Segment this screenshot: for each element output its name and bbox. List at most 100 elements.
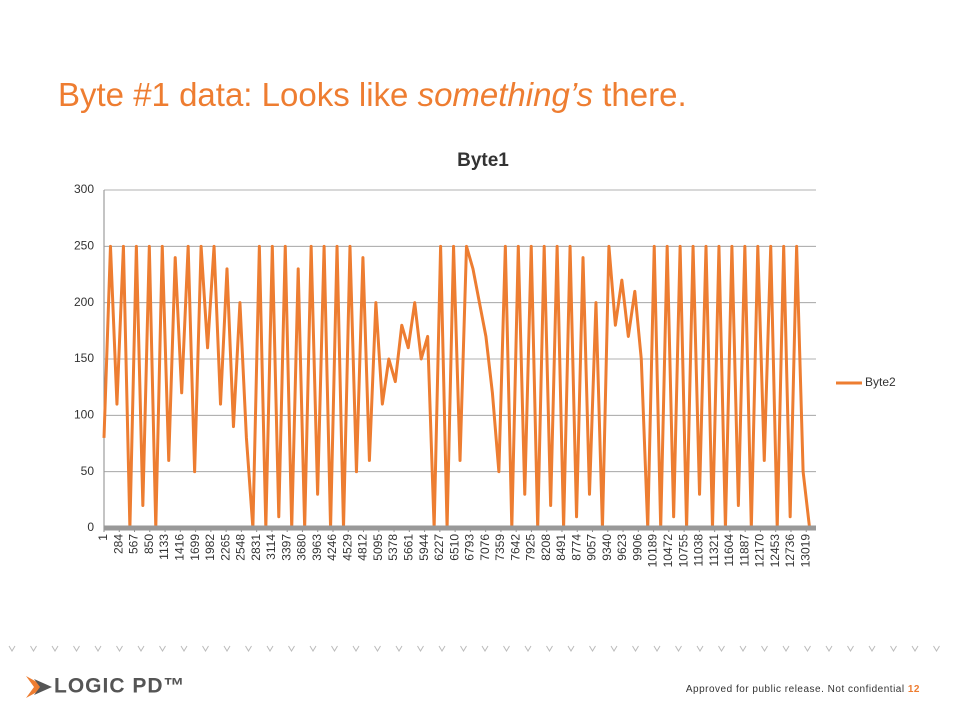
deco-mark	[288, 645, 295, 652]
x-tick-label: 1699	[188, 534, 202, 561]
x-tick-label: 13019	[798, 534, 812, 568]
notice-text: Approved for public release. Not confide…	[685, 684, 905, 695]
x-tick-label: 9623	[615, 534, 629, 561]
deco-mark	[696, 645, 704, 652]
x-tick-label: 3963	[310, 534, 324, 561]
deco-mark	[524, 645, 532, 652]
y-tick-label: 250	[74, 239, 94, 253]
deco-mark	[911, 645, 919, 652]
title-text: Byte #1 data: Looks like	[58, 76, 418, 113]
x-tick-label: 10189	[646, 534, 660, 568]
deco-mark	[610, 645, 618, 652]
chart-title: Byte1	[457, 150, 509, 171]
y-tick-label: 300	[74, 182, 94, 196]
logo-text: LOGIC PD™	[54, 674, 186, 698]
deco-mark	[460, 645, 467, 652]
deco-mark	[675, 645, 682, 652]
deco-mark	[632, 645, 639, 652]
x-tick-label: 1133	[157, 534, 171, 560]
x-tick-label: 10755	[676, 534, 690, 568]
x-tick-label: 284	[111, 534, 125, 554]
deco-mark	[116, 645, 123, 652]
x-tick-label: 5944	[417, 534, 431, 561]
x-tick-label: 7925	[524, 534, 538, 561]
x-tick-label: 11321	[707, 534, 721, 567]
x-tick-label: 3397	[279, 534, 293, 561]
decoration	[8, 645, 940, 652]
x-tick-label: 7642	[508, 534, 522, 561]
x-tick-label: 5378	[386, 534, 400, 561]
deco-mark	[825, 645, 833, 652]
legend-label: Byte2	[865, 375, 896, 389]
deco-mark	[503, 645, 510, 652]
deco-mark	[331, 645, 338, 652]
x-tick-label: 8491	[554, 534, 568, 561]
y-tick-label: 100	[74, 408, 94, 422]
x-tick-label: 12736	[783, 534, 797, 568]
deco-mark	[8, 645, 16, 652]
deco-mark	[804, 645, 811, 652]
deco-mark	[481, 645, 489, 652]
deco-mark	[438, 645, 446, 652]
deco-mark	[374, 645, 381, 652]
deco-mark	[202, 645, 209, 652]
x-tick-label: 7076	[478, 534, 492, 561]
deco-mark	[73, 645, 80, 652]
deco-mark	[51, 645, 59, 652]
x-tick-label: 3114	[264, 534, 278, 560]
deco-mark	[30, 645, 37, 652]
logo-icon	[26, 676, 52, 698]
x-tick-label: 11887	[737, 534, 751, 567]
deco-mark	[546, 645, 553, 652]
x-tick-label: 12170	[753, 534, 767, 568]
x-tick-label: 11604	[722, 534, 736, 567]
x-tick-label: 6793	[463, 534, 477, 561]
title-emphasis: something’s	[417, 76, 594, 113]
x-tick-label: 2265	[218, 534, 232, 561]
deco-mark	[868, 645, 876, 652]
deco-mark	[589, 645, 596, 652]
x-tick-label: 5661	[401, 534, 415, 561]
x-tick-label: 6510	[447, 534, 461, 561]
deco-mark	[309, 645, 317, 652]
x-tick-label: 12453	[768, 534, 782, 568]
x-tick-label: 4529	[340, 534, 354, 561]
x-tick-label: 5095	[371, 534, 385, 561]
deco-mark	[352, 645, 360, 652]
slide-title: Byte #1 data: Looks like something’s the…	[58, 76, 687, 114]
x-tick-label: 1416	[173, 534, 187, 561]
y-tick-label: 200	[74, 295, 94, 309]
x-tick-label: 2831	[249, 534, 263, 561]
deco-mark	[94, 645, 102, 652]
y-tick-label: 0	[87, 520, 94, 534]
x-tick-label: 850	[142, 534, 156, 554]
deco-mark	[223, 645, 231, 652]
x-tick-label: 9057	[585, 534, 599, 561]
deco-mark	[653, 645, 661, 652]
deco-mark	[761, 645, 768, 652]
x-tick-label: 6227	[432, 534, 446, 561]
x-tick-label: 9340	[600, 534, 614, 561]
footer-notice: Approved for public release. Not confide…	[686, 684, 920, 695]
series-line	[102, 244, 812, 530]
chart: Byte1 0 50 100 150 200 250 300 1 284 567 850 1133 14…	[74, 150, 896, 568]
x-tick-label: 4812	[356, 534, 370, 561]
x-tick-label: 4246	[325, 534, 339, 561]
deco-mark	[890, 645, 897, 652]
deco-mark	[847, 645, 854, 652]
page-number: 12	[907, 684, 920, 695]
x-tick-label: 9906	[630, 534, 644, 561]
x-tick-label: 10472	[661, 534, 675, 568]
y-tick-label: 50	[81, 464, 95, 478]
y-tick-label: 150	[74, 351, 94, 365]
deco-mark	[137, 645, 145, 652]
deco-mark	[266, 645, 274, 652]
x-tick-label: 1982	[203, 534, 217, 561]
x-tick-label: 7359	[493, 534, 507, 561]
deco-mark	[567, 645, 575, 652]
deco-mark	[739, 645, 747, 652]
deco-mark	[159, 645, 166, 652]
x-tick-label: 8208	[539, 534, 553, 561]
deco-mark	[782, 645, 790, 652]
